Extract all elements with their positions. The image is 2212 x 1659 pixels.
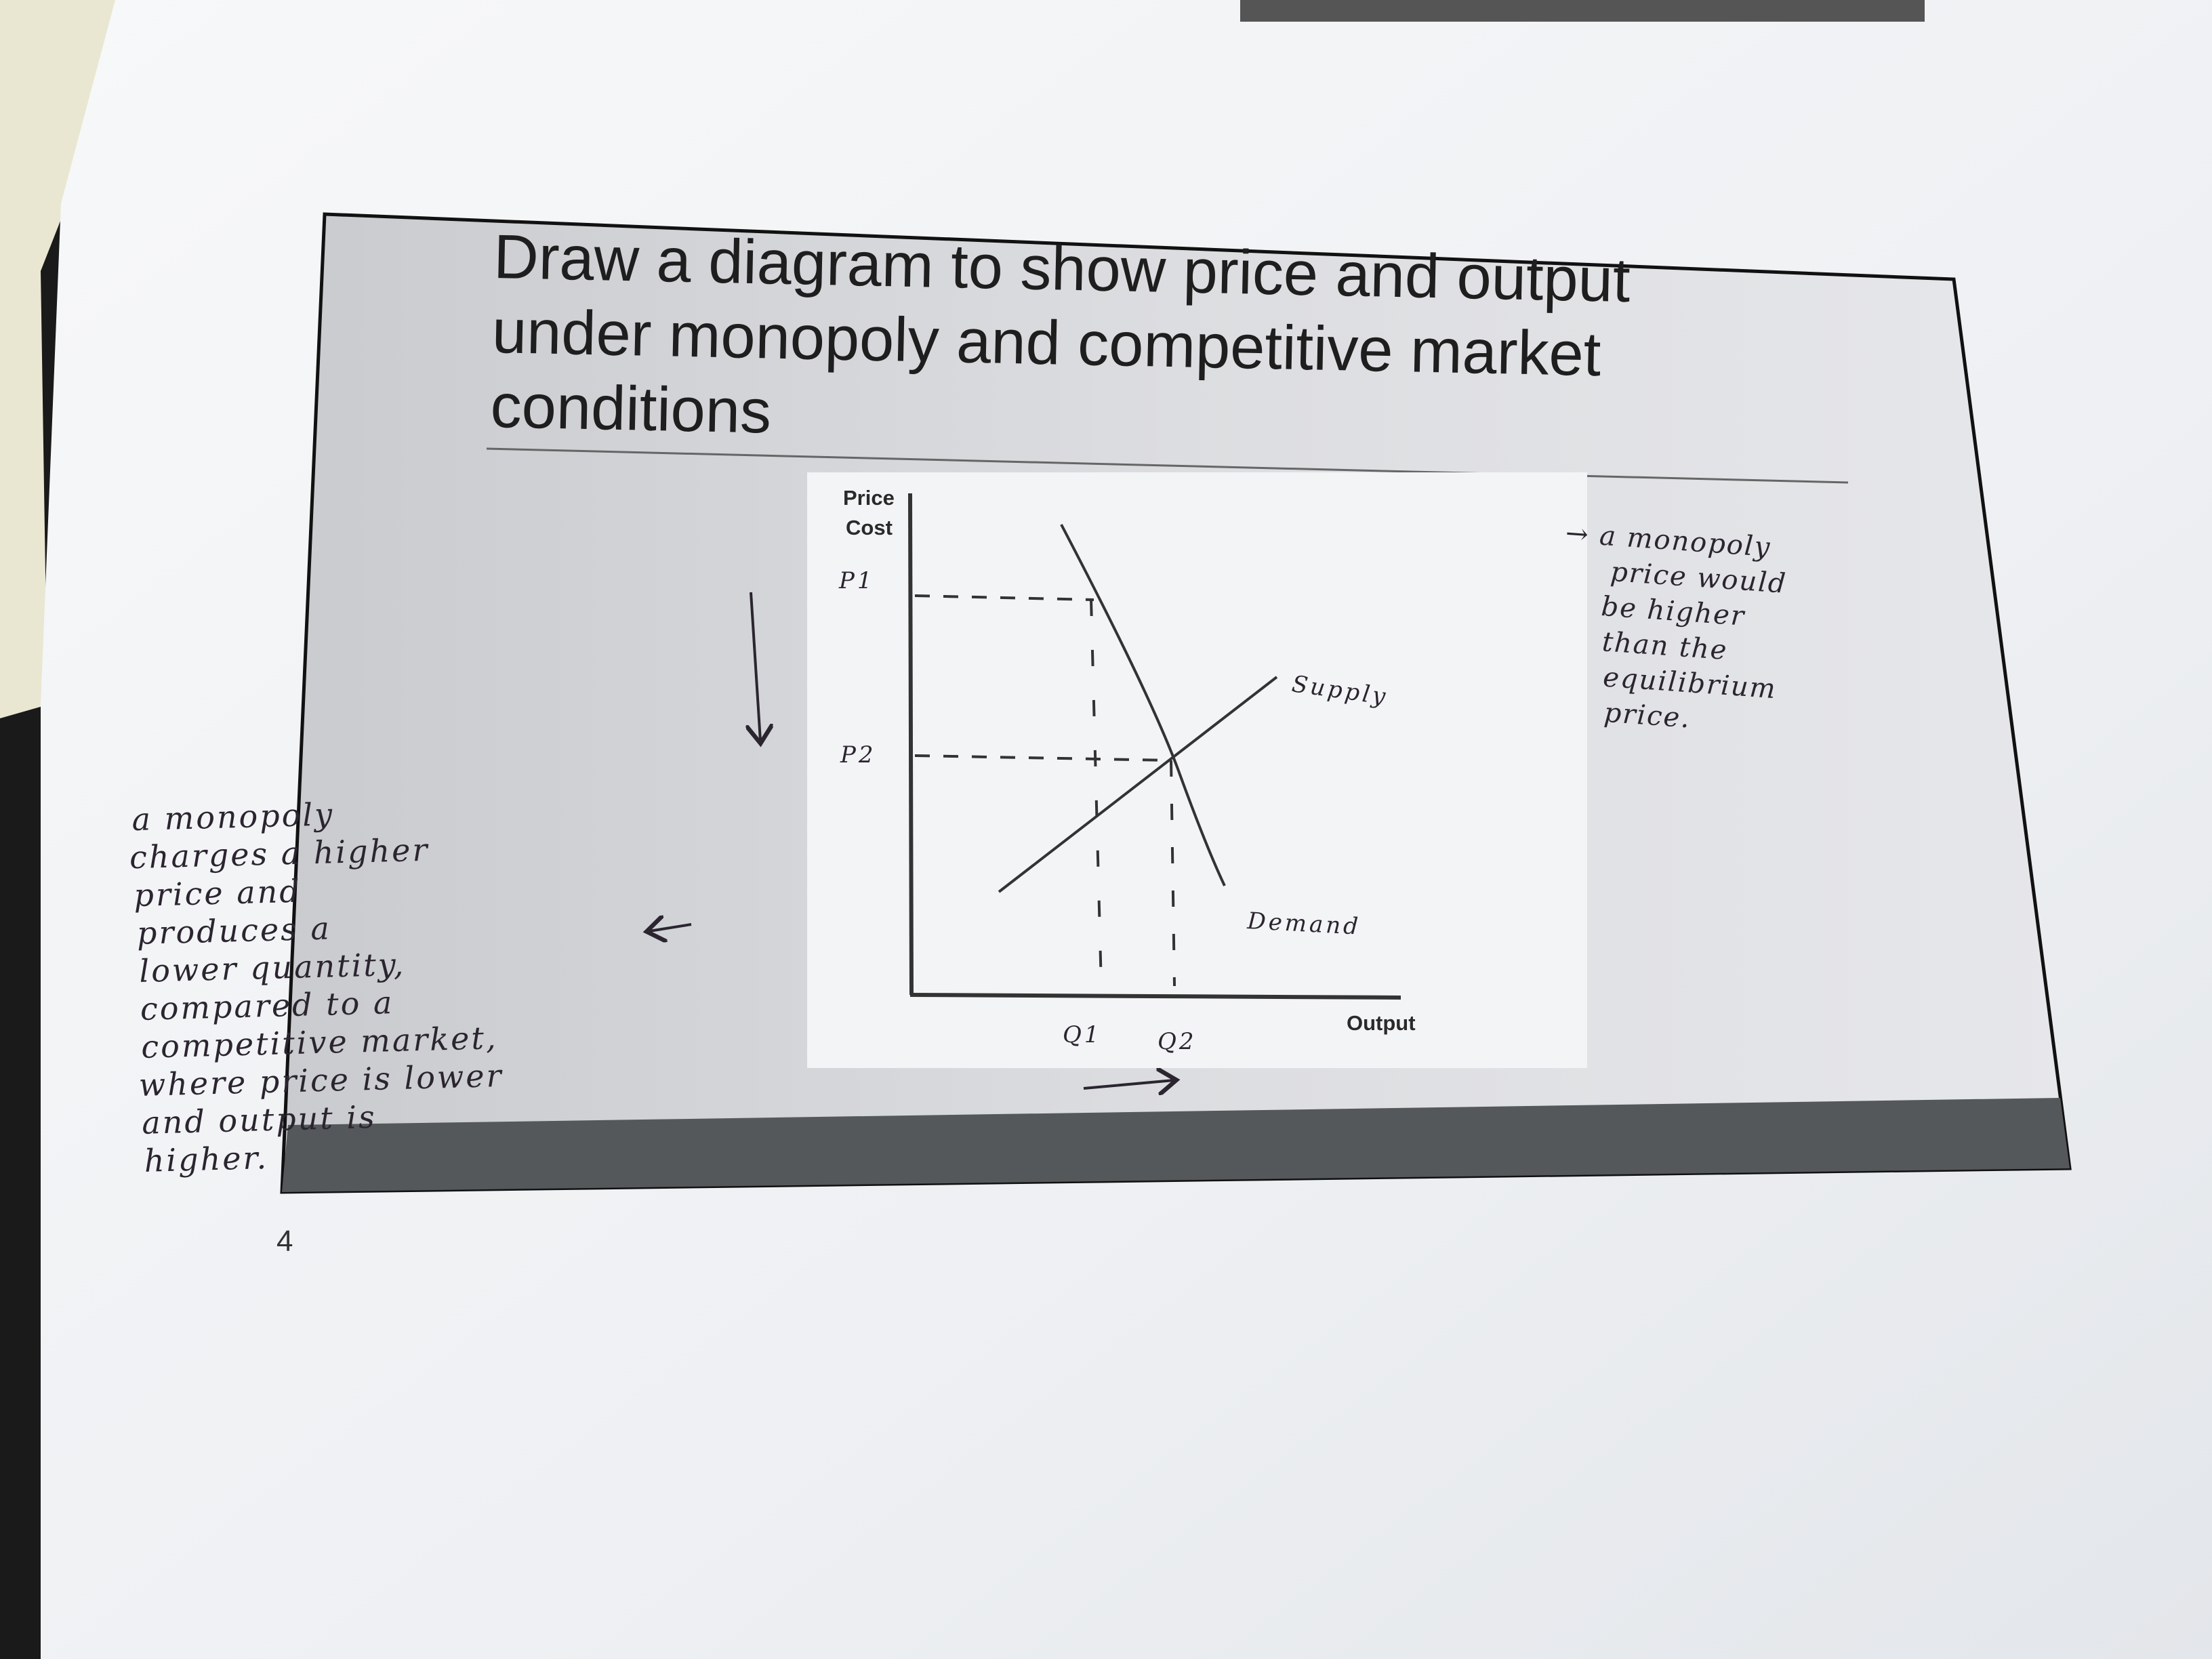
left-note-line: compared to a: [140, 984, 394, 1027]
top-strip: [1240, 0, 1925, 22]
demand-curve: [1060, 524, 1226, 886]
q1-label: Q1: [1063, 1021, 1102, 1048]
right-note-line: price.: [1603, 697, 1692, 735]
p1-dashed-line: [914, 594, 1094, 601]
x-axis: [909, 993, 1401, 1000]
left-note-line: produces a: [136, 910, 331, 951]
left-note-line: higher.: [144, 1139, 269, 1179]
supply-demand-diagram: Price Cost Output P1 P2 Supply Demand Q1…: [807, 472, 1587, 1068]
left-note-line: lower quantity,: [139, 946, 406, 989]
slide-title-line-3: conditions: [490, 371, 772, 447]
diagram-panel: [807, 472, 1587, 1068]
p1-label: P1: [838, 567, 875, 594]
slide-footer-band: [282, 1098, 2070, 1192]
right-arrow-icon: [1083, 1080, 1174, 1088]
left-note-line: and output is: [142, 1099, 377, 1141]
left-arrow-icon: [649, 924, 692, 931]
page-number: 4: [276, 1225, 293, 1258]
left-note-line: a monopoly: [131, 796, 335, 838]
y-axis: [908, 493, 914, 996]
p2-label: P2: [840, 741, 876, 769]
x-axis-label-output: Output: [1347, 1011, 1416, 1035]
slide: Draw a diagram to show price and output …: [276, 212, 2072, 1258]
y-axis-label-price: Price: [843, 486, 895, 510]
supply-curve: [998, 676, 1278, 893]
left-note-line: price and: [134, 873, 302, 914]
y-axis-label-cost: Cost: [846, 516, 893, 539]
q2-dashed-line: [1170, 760, 1176, 987]
left-handwritten-note: a monopoly charges a higher price and pr…: [129, 796, 504, 1179]
demand-label: Demand: [1246, 907, 1361, 941]
left-note-line: charges a higher: [129, 832, 430, 876]
q1-dashed-line: [1090, 599, 1103, 987]
title-underline: [486, 447, 1849, 484]
p2-dashed-line: [914, 754, 1172, 762]
q2-label: Q2: [1158, 1028, 1197, 1055]
down-arrow-icon: [751, 592, 760, 741]
